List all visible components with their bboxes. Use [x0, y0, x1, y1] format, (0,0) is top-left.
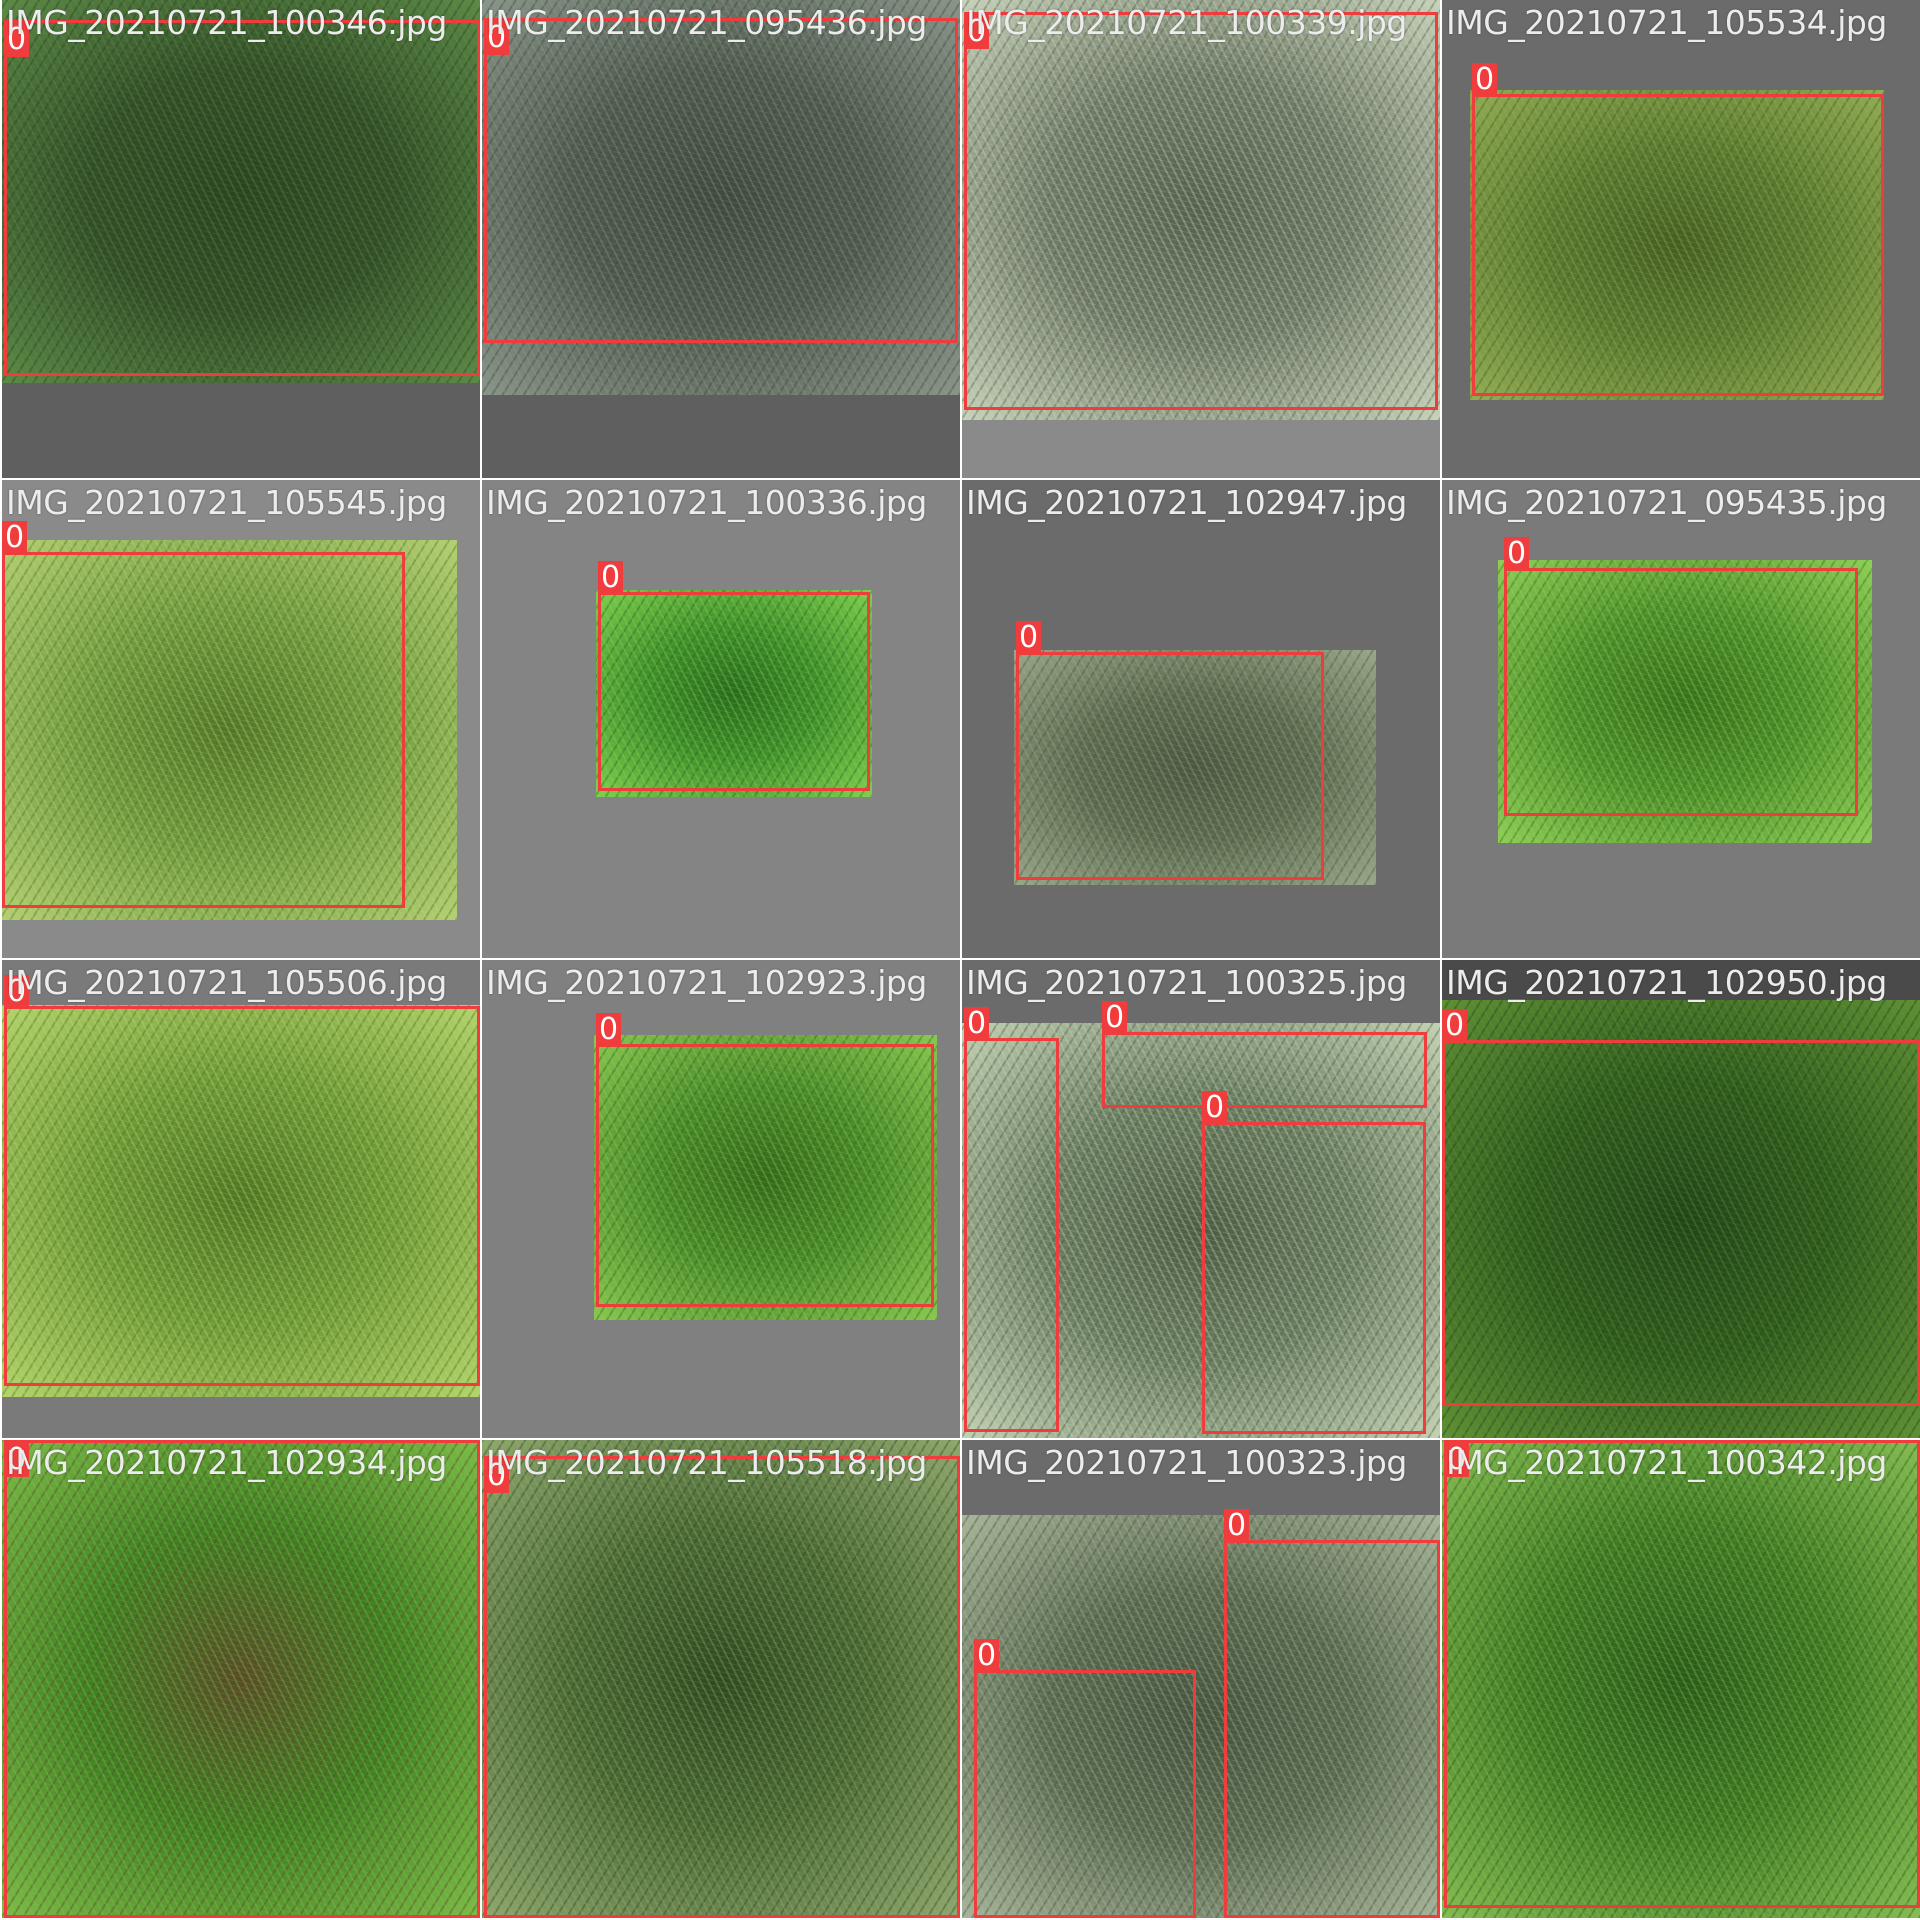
detection-bounding-box: 0	[1224, 1509, 1440, 1918]
image-filename-label: IMG_20210721_102934.jpg	[6, 1443, 447, 1482]
class-label-badge: 0	[1444, 1443, 1470, 1477]
detection-bounding-box: 0	[4, 975, 480, 1386]
image-filename-label: IMG_20210721_100339.jpg	[966, 3, 1407, 42]
mosaic-tile: IMG_20210721_105545.jpg 0	[2, 480, 480, 958]
detection-bounding-box: 0	[1016, 621, 1324, 880]
detection-bounding-box: 0	[4, 1440, 480, 1918]
mosaic-tile: IMG_20210721_105518.jpg 0	[482, 1440, 960, 1918]
detection-bounding-box: 0	[596, 1013, 934, 1307]
class-label-badge: 0	[1102, 1001, 1128, 1035]
class-label-badge: 0	[1016, 621, 1042, 655]
grass-photo	[1498, 560, 1872, 843]
class-label-badge: 0	[974, 1639, 1000, 1673]
grass-photo	[594, 1035, 937, 1320]
class-label-badge: 0	[484, 21, 510, 55]
image-filename-label: IMG_20210721_100323.jpg	[966, 1443, 1407, 1482]
image-filename-label: IMG_20210721_100346.jpg	[6, 3, 447, 42]
mosaic-tile: IMG_20210721_100342.jpg 0	[1442, 1440, 1920, 1918]
image-filename-label: IMG_20210721_102923.jpg	[486, 963, 927, 1002]
grass-photo	[596, 590, 872, 797]
grass-photo	[962, 1515, 1440, 1918]
class-label-badge: 0	[598, 561, 624, 595]
detection-bounding-box: 0	[1442, 1009, 1920, 1406]
image-filename-label: IMG_20210721_095436.jpg	[486, 3, 927, 42]
class-label-badge: 0	[1472, 63, 1498, 97]
detection-bounding-box: 0	[974, 1639, 1196, 1918]
mosaic-tile: IMG_20210721_100325.jpg 0 0 0	[962, 960, 1440, 1438]
mosaic-tile: IMG_20210721_100336.jpg 0	[482, 480, 960, 958]
class-label-badge: 0	[484, 1459, 510, 1493]
detection-bounding-box: 0	[1472, 63, 1884, 396]
grass-photo	[2, 1440, 480, 1918]
class-label-badge: 0	[596, 1013, 622, 1047]
class-label-badge: 0	[1202, 1091, 1228, 1125]
mosaic-tile: IMG_20210721_105534.jpg 0	[1442, 0, 1920, 478]
image-filename-label: IMG_20210721_095435.jpg	[1446, 483, 1887, 522]
mosaic-tile: IMG_20210721_100323.jpg 0 0	[962, 1440, 1440, 1918]
detection-bounding-box: 0	[964, 12, 1438, 410]
class-label-badge: 0	[964, 1007, 990, 1041]
image-filename-label: IMG_20210721_100325.jpg	[966, 963, 1407, 1002]
detection-bounding-box: 0	[964, 1007, 1059, 1432]
image-filename-label: IMG_20210721_102950.jpg	[1446, 963, 1887, 1002]
mosaic-tile: IMG_20210721_095435.jpg 0	[1442, 480, 1920, 958]
grass-photo	[482, 1440, 960, 1918]
class-label-badge: 0	[4, 23, 30, 57]
mosaic-tile: IMG_20210721_100346.jpg 0	[2, 0, 480, 478]
mosaic-tile: IMG_20210721_102950.jpg 0	[1442, 960, 1920, 1438]
mosaic-tile: IMG_20210721_102923.jpg 0	[482, 960, 960, 1438]
grass-photo	[962, 0, 1440, 420]
class-label-badge: 0	[1504, 537, 1530, 571]
class-label-badge: 0	[1442, 1009, 1468, 1043]
mosaic-tile: IMG_20210721_102934.jpg 0	[2, 1440, 480, 1918]
image-filename-label: IMG_20210721_100336.jpg	[486, 483, 927, 522]
image-filename-label: IMG_20210721_105506.jpg	[6, 963, 447, 1002]
class-label-badge: 0	[4, 1443, 30, 1477]
detection-bounding-box: 0	[1444, 1440, 1920, 1908]
image-filename-label: IMG_20210721_105545.jpg	[6, 483, 447, 522]
grass-photo	[1442, 1000, 1920, 1438]
detection-bounding-box: 0	[1504, 537, 1858, 816]
class-label-badge: 0	[964, 15, 990, 49]
grass-photo	[1014, 650, 1376, 885]
grass-photo	[482, 0, 960, 395]
image-filename-label: IMG_20210721_105534.jpg	[1446, 3, 1887, 42]
grass-photo	[1470, 90, 1884, 400]
detection-bounding-box: 0	[4, 20, 480, 376]
detection-bounding-box: 0	[1202, 1091, 1426, 1434]
detection-bounding-box: 0	[598, 561, 870, 791]
detection-bounding-box: 0	[484, 18, 958, 343]
mosaic-tile: IMG_20210721_102947.jpg 0	[962, 480, 1440, 958]
class-label-badge: 0	[2, 521, 28, 555]
image-filename-label: IMG_20210721_100342.jpg	[1446, 1443, 1887, 1482]
class-label-badge: 0	[4, 975, 30, 1009]
image-filename-label: IMG_20210721_105518.jpg	[486, 1443, 927, 1482]
mosaic-tile: IMG_20210721_100339.jpg 0	[962, 0, 1440, 478]
grass-photo	[2, 1005, 480, 1397]
detection-bounding-box: 0	[1102, 1001, 1427, 1108]
class-label-badge: 0	[1224, 1509, 1250, 1543]
detection-bounding-box: 0	[2, 521, 405, 908]
grass-photo	[2, 0, 480, 383]
grass-photo	[2, 540, 457, 920]
grass-photo	[1442, 1440, 1920, 1918]
detection-bounding-box: 0	[484, 1456, 960, 1918]
mosaic-tile: IMG_20210721_095436.jpg 0	[482, 0, 960, 478]
grass-photo	[962, 1023, 1440, 1438]
mosaic-tile: IMG_20210721_105506.jpg 0	[2, 960, 480, 1438]
image-filename-label: IMG_20210721_102947.jpg	[966, 483, 1407, 522]
